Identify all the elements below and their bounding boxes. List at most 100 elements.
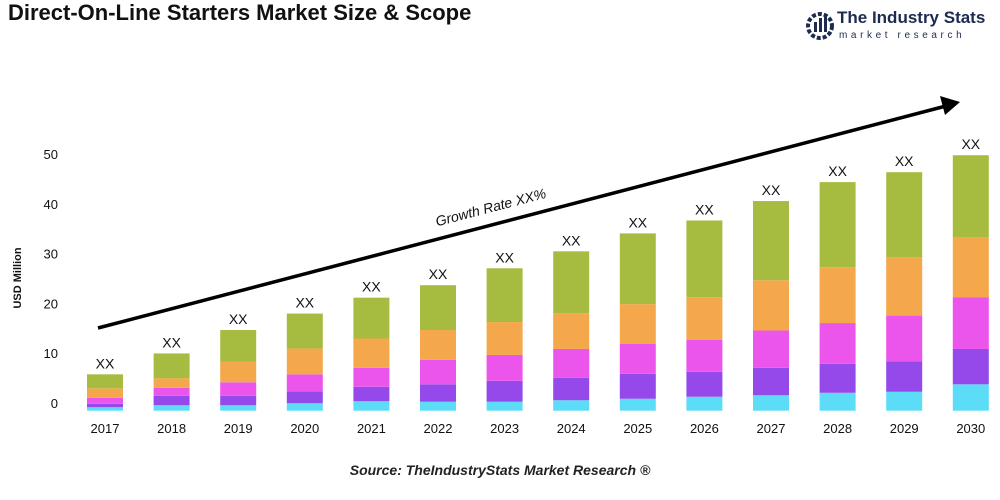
bar-segment-2029-3 [886, 257, 923, 316]
x-tick-label: 2021 [357, 421, 386, 436]
logo-name: The Industry Stats [837, 8, 986, 27]
bar-segment-2024-2 [553, 348, 590, 378]
bar-segment-2020-3 [286, 348, 323, 375]
bar-segment-2023-3 [486, 322, 523, 355]
bar-segment-2017-3 [87, 388, 123, 398]
bar-segment-2030-0 [952, 384, 989, 411]
bar-segment-2028-2 [819, 323, 856, 364]
y-tick-label: 50 [44, 147, 58, 162]
bar-segment-2018-2 [153, 387, 190, 396]
x-tick-label: 2020 [290, 421, 319, 436]
bar-segment-2026-1 [686, 371, 723, 397]
y-tick-label: 20 [44, 296, 58, 311]
x-tick-label: 2030 [956, 421, 985, 436]
y-tick-label: 30 [44, 247, 58, 262]
bar-value-label: XX [762, 182, 781, 198]
bar-value-label: XX [229, 311, 248, 327]
bar-segment-2019-1 [220, 395, 257, 406]
bar-segment-2019-2 [220, 382, 257, 396]
bar-segment-2018-4 [153, 353, 190, 379]
bar-segment-2017-4 [87, 374, 123, 389]
bar-segment-2023-0 [486, 401, 523, 411]
bar-segment-2027-2 [753, 330, 789, 368]
bar-segment-2022-0 [420, 401, 456, 411]
x-tick-label: 2017 [91, 421, 120, 436]
y-tick-label: 0 [51, 396, 58, 411]
y-tick-label: 10 [44, 346, 58, 361]
bar-segment-2020-2 [286, 374, 323, 392]
x-tick-label: 2027 [757, 421, 786, 436]
bar-segment-2017-0 [87, 407, 123, 411]
x-tick-label: 2019 [224, 421, 253, 436]
page-title: Direct-On-Line Starters Market Size & Sc… [8, 0, 472, 25]
bar-segment-2022-2 [420, 359, 456, 385]
bar-segment-2025-1 [619, 373, 656, 399]
bar-value-label: XX [961, 136, 980, 152]
bar-segment-2027-0 [753, 395, 789, 411]
bar-segment-2018-3 [153, 378, 190, 388]
bar-segment-2029-4 [886, 172, 923, 258]
bar-segment-2025-2 [619, 343, 656, 374]
gear-chart-icon [806, 12, 834, 40]
y-tick-label: 40 [44, 197, 58, 212]
bar-segment-2021-3 [353, 338, 390, 368]
bar-segment-2021-4 [353, 297, 390, 339]
bar-segment-2023-1 [486, 380, 523, 402]
bar-segment-2025-4 [619, 233, 656, 305]
bar-value-label: XX [562, 232, 581, 248]
bar-segment-2022-3 [420, 330, 456, 360]
bar-value-label: XX [362, 279, 381, 295]
bar-segment-2028-1 [819, 363, 856, 393]
bar-segment-2019-3 [220, 361, 257, 383]
bar-segment-2019-4 [220, 330, 257, 362]
bar-value-label: XX [295, 295, 314, 311]
growth-arrow-line [97, 104, 947, 330]
bar-segment-2023-2 [486, 354, 523, 381]
x-tick-label: 2025 [623, 421, 652, 436]
bar-segment-2027-1 [753, 367, 789, 396]
bar-segment-2030-4 [952, 155, 989, 238]
bar-segment-2030-1 [952, 348, 989, 385]
x-tick-label: 2028 [823, 421, 852, 436]
bar-value-label: XX [695, 201, 714, 217]
bar-segment-2021-2 [353, 367, 390, 387]
bar-segment-2025-3 [619, 304, 656, 344]
bar-segment-2018-0 [153, 405, 190, 411]
bar-segment-2029-1 [886, 361, 923, 392]
bar-segment-2026-4 [686, 220, 723, 298]
bar-value-label: XX [429, 266, 448, 282]
bar-segment-2020-4 [286, 313, 323, 349]
bar-segment-2027-4 [753, 201, 789, 281]
logo: The Industry Stats market research [805, 6, 1000, 50]
bar-segment-2020-0 [286, 403, 323, 411]
bar-segment-2018-1 [153, 395, 190, 406]
bar-segment-2028-0 [819, 392, 856, 411]
bar-value-label: XX [895, 153, 914, 169]
bar-segment-2021-1 [353, 386, 390, 402]
bar-segment-2022-4 [420, 285, 456, 331]
bar-segment-2030-3 [952, 237, 989, 298]
bar-segment-2019-0 [220, 405, 257, 411]
bar-value-label: XX [828, 163, 847, 179]
bar-segment-2028-3 [819, 267, 856, 324]
bar-segment-2021-0 [353, 401, 390, 411]
x-tick-label: 2026 [690, 421, 719, 436]
x-tick-label: 2023 [490, 421, 519, 436]
bar-segment-2020-1 [286, 391, 323, 404]
bar-segment-2029-2 [886, 315, 923, 362]
bar-segment-2022-1 [420, 384, 456, 402]
bar-segment-2025-0 [619, 398, 656, 411]
y-axis-label: USD Million [12, 247, 24, 308]
x-tick-label: 2029 [890, 421, 919, 436]
bar-segment-2030-2 [952, 297, 989, 349]
bar-segment-2026-0 [686, 396, 723, 411]
bar-segment-2028-4 [819, 182, 856, 268]
bar-segment-2017-2 [87, 397, 123, 404]
bar-value-label: XX [495, 249, 514, 265]
bar-segment-2024-1 [553, 377, 590, 401]
bar-segment-2026-2 [686, 339, 723, 372]
bar-segment-2027-3 [753, 280, 789, 331]
bar-segment-2017-1 [87, 403, 123, 408]
